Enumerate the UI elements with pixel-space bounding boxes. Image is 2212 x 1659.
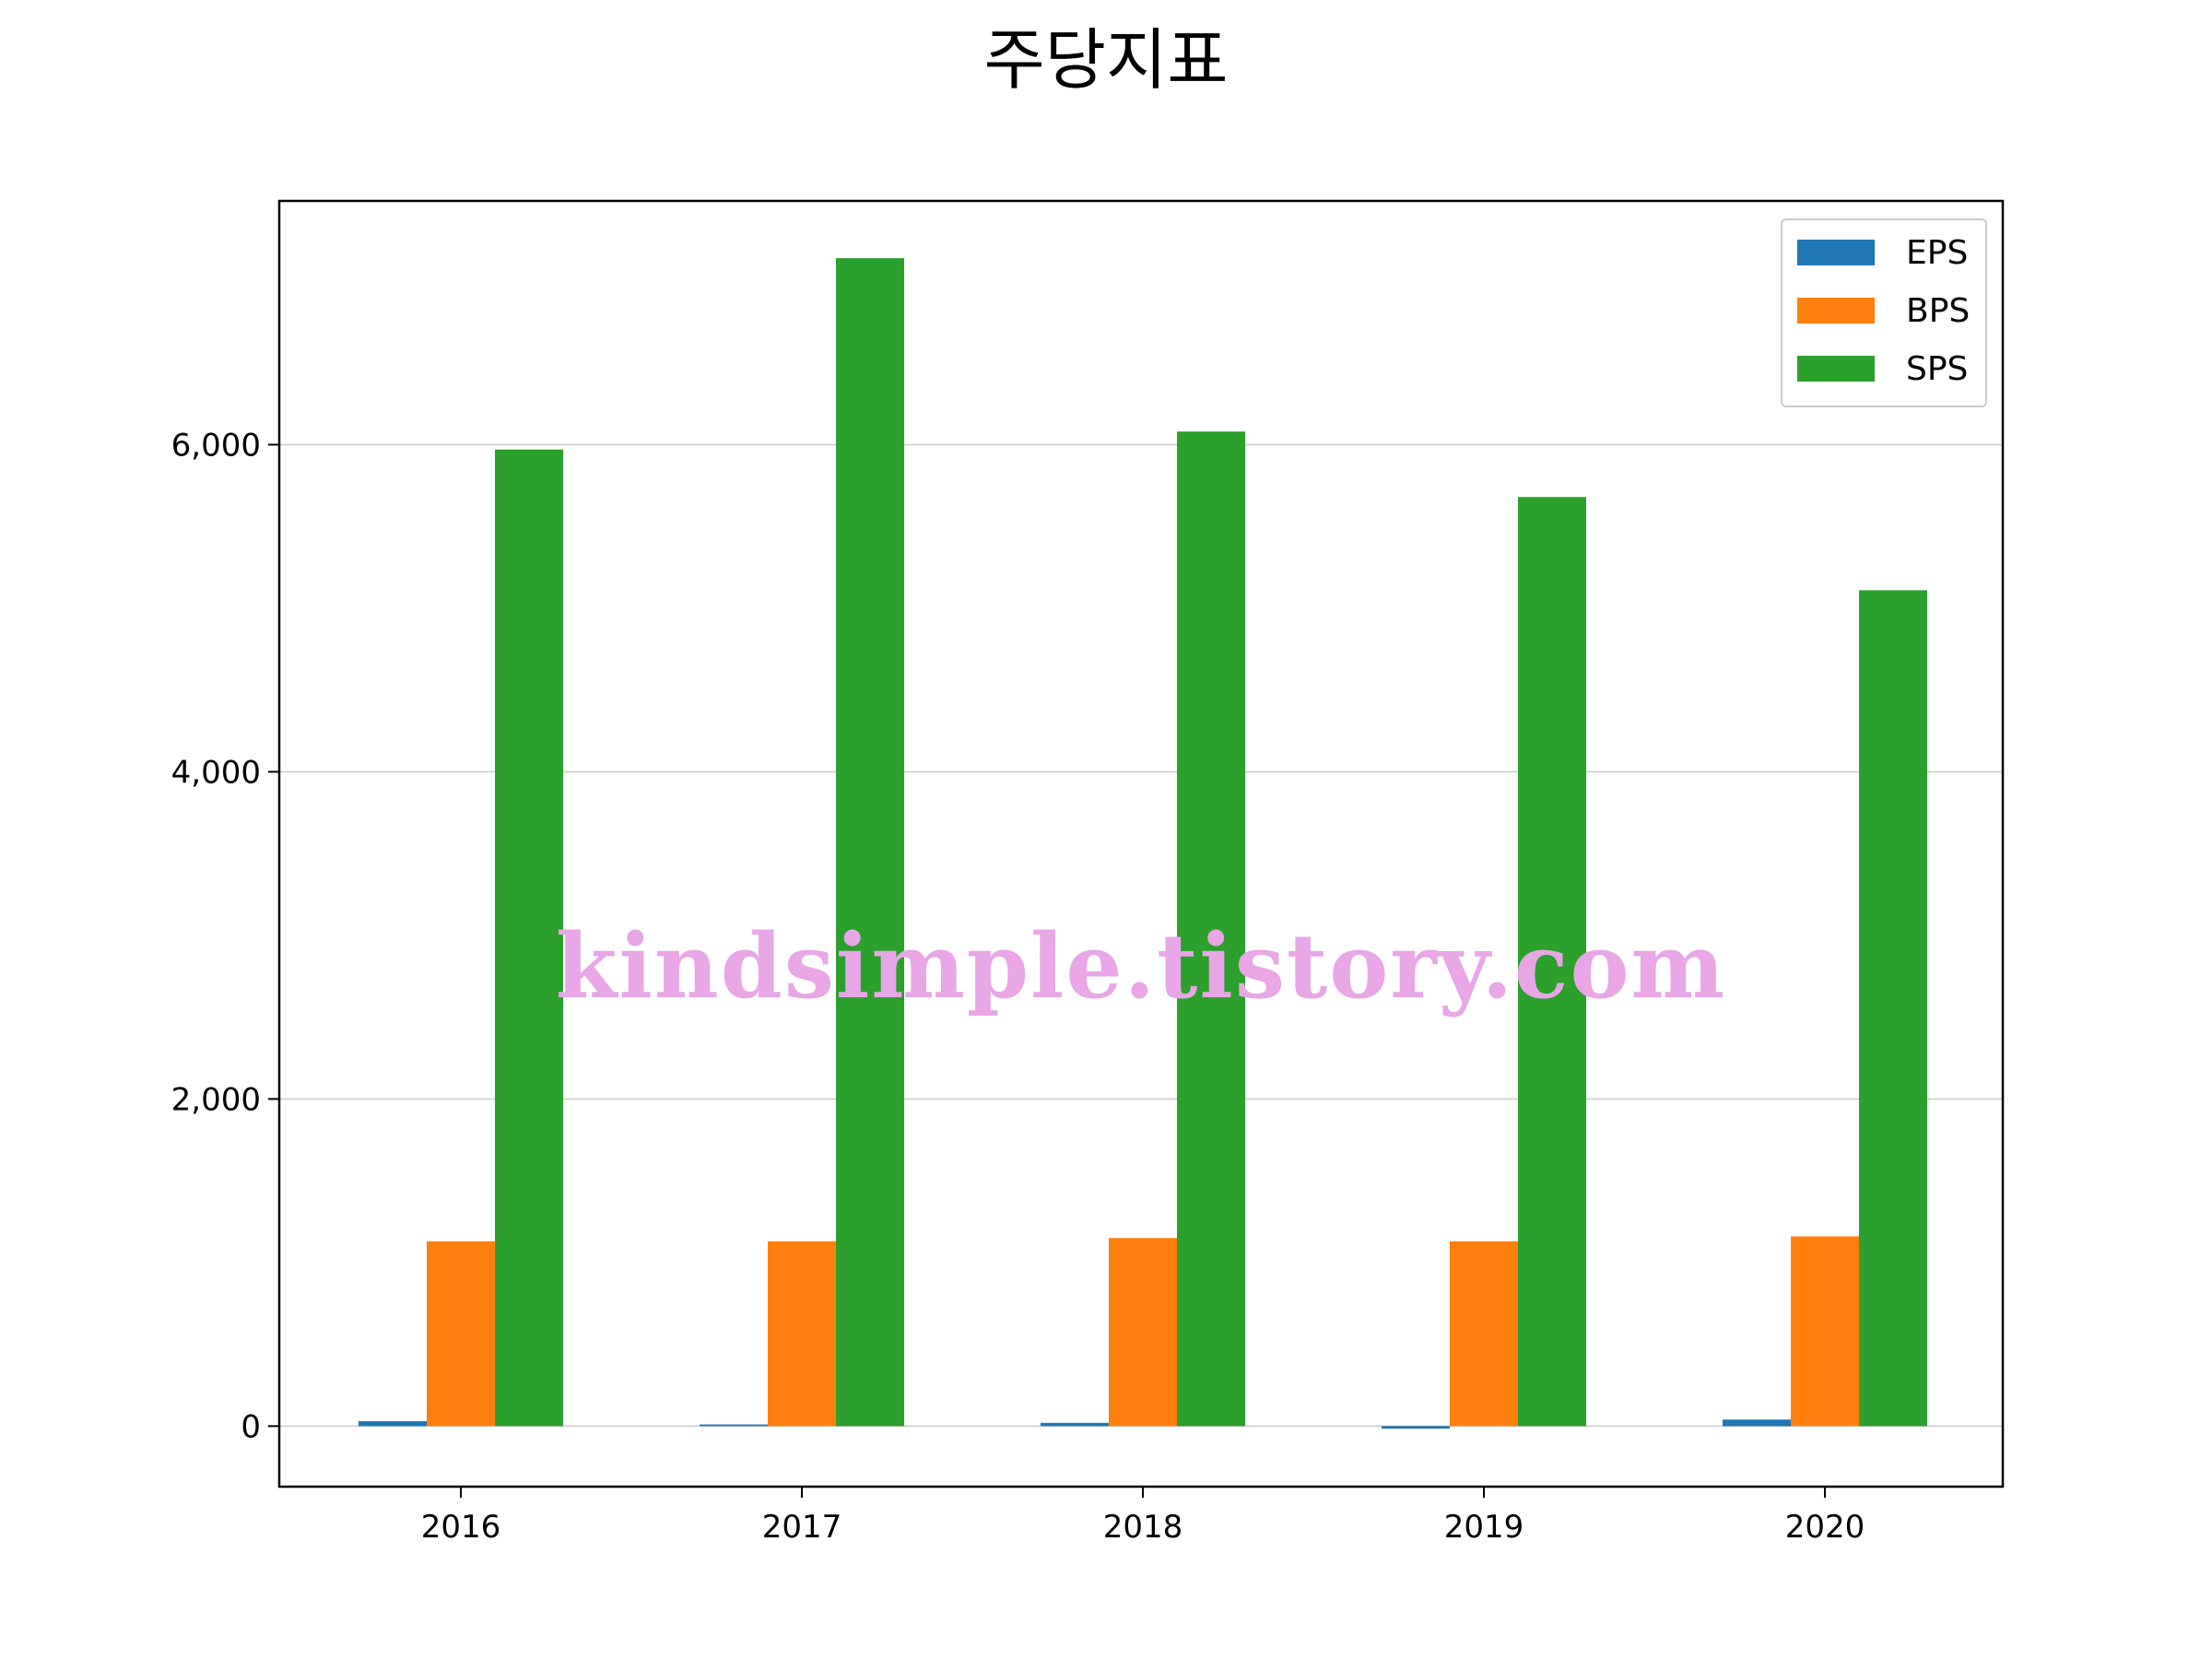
y-tick-label: 0 xyxy=(241,1408,261,1445)
legend-swatch-bps xyxy=(1797,298,1875,324)
x-tick-label: 2016 xyxy=(421,1509,501,1546)
x-axis: 2016 2017 2018 2019 2020 xyxy=(421,1487,1865,1546)
y-tick-label: 6,000 xyxy=(171,427,261,464)
x-tick-label: 2019 xyxy=(1444,1509,1524,1546)
legend-label-sps: SPS xyxy=(1906,350,1968,388)
bar-bps-2016 xyxy=(427,1241,495,1427)
chart-title: 주당지표 xyxy=(984,21,1229,99)
x-tick-label: 2020 xyxy=(1785,1509,1865,1546)
bar-bps-2017 xyxy=(768,1241,836,1427)
legend-label-bps: BPS xyxy=(1906,292,1970,330)
y-tick-label: 2,000 xyxy=(171,1081,261,1118)
y-tick-label: 4,000 xyxy=(171,754,261,791)
bar-sps-2018 xyxy=(1177,431,1245,1427)
bar-eps-2017 xyxy=(700,1424,768,1427)
y-axis: 0 2,000 4,000 6,000 xyxy=(171,427,279,1445)
watermark: kindsimple.tistory.com xyxy=(556,914,1726,1018)
bar-eps-2016 xyxy=(359,1421,427,1427)
legend-swatch-eps xyxy=(1797,240,1875,265)
bar-eps-2019 xyxy=(1382,1426,1450,1429)
bar-sps-2016 xyxy=(495,449,563,1427)
bar-sps-2020 xyxy=(1859,590,1927,1427)
x-tick-label: 2018 xyxy=(1103,1509,1183,1546)
legend: EPS BPS SPS xyxy=(1781,218,1987,407)
bar-sps-2019 xyxy=(1518,497,1586,1427)
bar-eps-2018 xyxy=(1041,1422,1109,1427)
bar-bps-2018 xyxy=(1109,1238,1177,1427)
legend-label-eps: EPS xyxy=(1906,234,1968,272)
bar-sps-2017 xyxy=(836,258,904,1427)
legend-swatch-sps xyxy=(1797,356,1875,382)
bar-eps-2020 xyxy=(1723,1419,1791,1427)
bars xyxy=(359,258,1927,1429)
bar-bps-2020 xyxy=(1791,1236,1859,1427)
plot-frame xyxy=(277,199,2005,1488)
bar-bps-2019 xyxy=(1450,1241,1518,1427)
x-tick-label: 2017 xyxy=(762,1509,842,1546)
